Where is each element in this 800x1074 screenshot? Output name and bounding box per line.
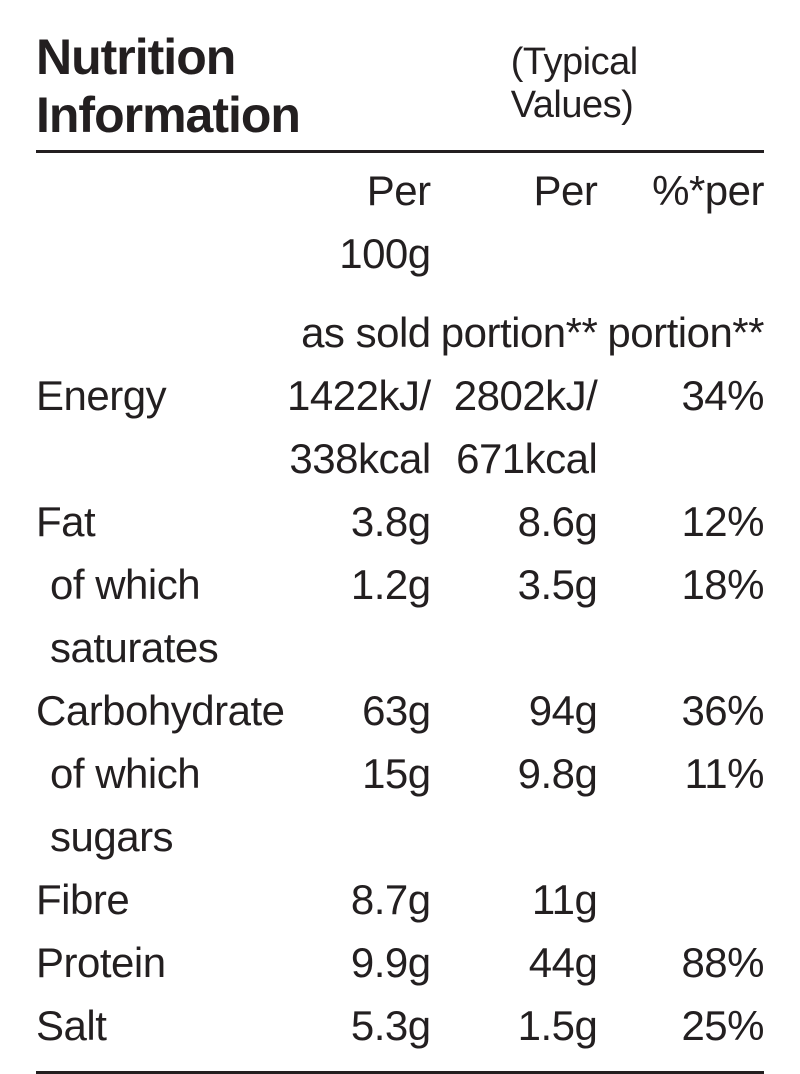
row-per100g: 15g	[286, 742, 430, 868]
header-per100g-l1: Per 100g	[286, 153, 430, 301]
row-perportion-l2: 671kcal	[431, 427, 598, 490]
header-pct-l1: %*per	[597, 153, 764, 301]
row-pct: 18%	[597, 553, 764, 679]
row-pct: 88%	[597, 931, 764, 994]
row-per100g: 1.2g	[286, 553, 430, 679]
table-row: Carbohydrate63g94g36%	[36, 679, 764, 742]
header-pct-l2: portion**	[597, 301, 764, 364]
row-perportion: 2802kJ/	[431, 364, 598, 427]
row-label: Protein	[36, 931, 286, 994]
table-row: of which saturates1.2g3.5g18%	[36, 553, 764, 679]
row-perportion: 94g	[431, 679, 598, 742]
row-label: Carbohydrate	[36, 679, 286, 742]
row-perportion: 8.6g	[431, 490, 598, 553]
table-row: Salt5.3g1.5g25%	[36, 994, 764, 1067]
table-row: 338kcal671kcal	[36, 427, 764, 490]
row-per100g: 3.8g	[286, 490, 430, 553]
row-per100g: 63g	[286, 679, 430, 742]
row-per100g: 5.3g	[286, 994, 430, 1067]
row-pct: 25%	[597, 994, 764, 1067]
table-row: of which sugars15g9.8g11%	[36, 742, 764, 868]
row-pct: 36%	[597, 679, 764, 742]
row-label: Energy	[36, 364, 286, 427]
title-bar: Nutrition Information (Typical Values)	[36, 28, 764, 153]
table-row: Fibre8.7g11g	[36, 868, 764, 931]
nutrition-table: Per 100g Per %*per as soldportion**porti…	[36, 153, 764, 1067]
row-per100g: 9.9g	[286, 931, 430, 994]
header-row-1: Per 100g Per %*per	[36, 153, 764, 301]
row-per100g-l2: 338kcal	[286, 427, 430, 490]
row-label: Fibre	[36, 868, 286, 931]
title-sub: (Typical Values)	[511, 41, 764, 127]
row-perportion: 3.5g	[431, 553, 598, 679]
row-per100g: 1422kJ/	[286, 364, 430, 427]
title-main: Nutrition Information	[36, 28, 501, 144]
header-perportion-l1: Per	[431, 153, 598, 301]
header-label	[36, 153, 286, 301]
row-pct: 12%	[597, 490, 764, 553]
row-per100g: 8.7g	[286, 868, 430, 931]
table-row: Energy1422kJ/2802kJ/34%	[36, 364, 764, 427]
header-perportion-l2: portion**	[431, 301, 598, 364]
table-row: Protein9.9g44g88%	[36, 931, 764, 994]
row-label: of which sugars	[36, 742, 286, 868]
header-per100g-l2: as sold	[286, 301, 430, 364]
row-pct	[597, 868, 764, 931]
row-perportion: 1.5g	[431, 994, 598, 1067]
header-row-2: as soldportion**portion**	[36, 301, 764, 364]
row-pct: 34%	[597, 364, 764, 427]
row-label: Salt	[36, 994, 286, 1067]
row-pct: 11%	[597, 742, 764, 868]
row-perportion: 9.8g	[431, 742, 598, 868]
row-perportion: 11g	[431, 868, 598, 931]
row-perportion: 44g	[431, 931, 598, 994]
row-label: of which saturates	[36, 553, 286, 679]
nutrition-body: as soldportion**portion**Energy1422kJ/28…	[36, 301, 764, 1067]
table-row: Fat3.8g8.6g12%	[36, 490, 764, 553]
row-label: Fat	[36, 490, 286, 553]
